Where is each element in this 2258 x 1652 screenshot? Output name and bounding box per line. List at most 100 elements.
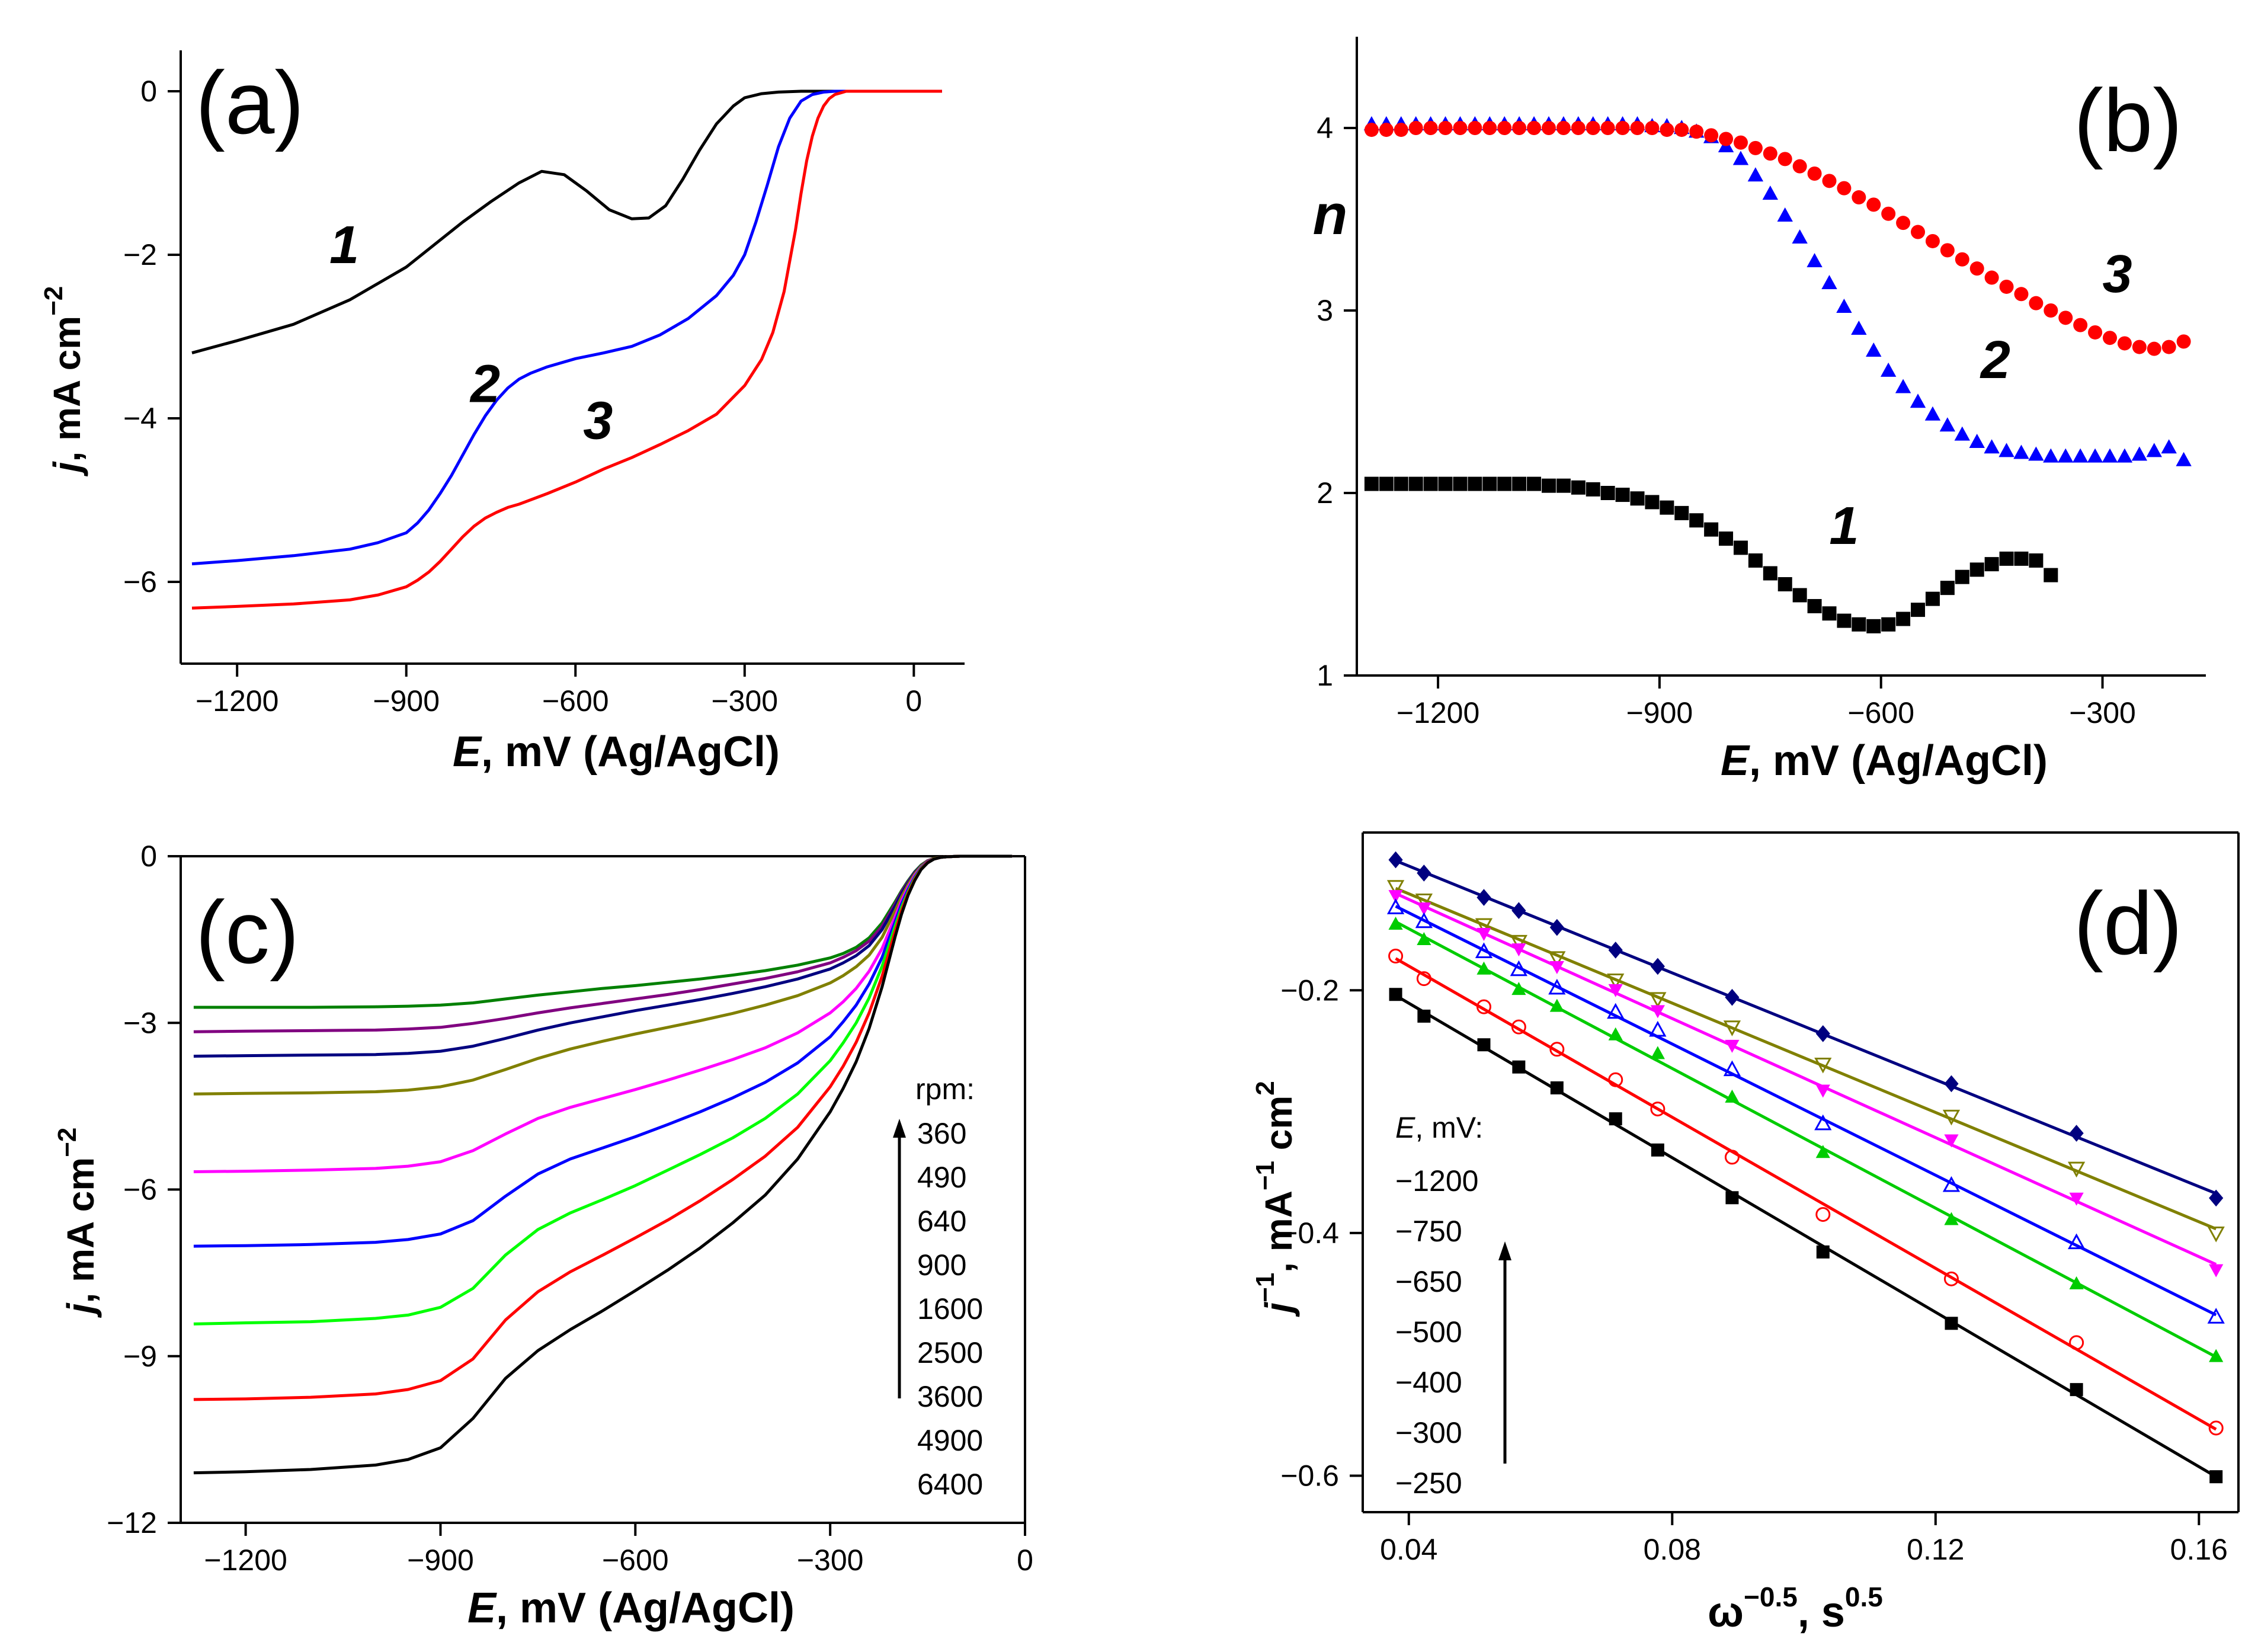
data-point-1 — [1689, 513, 1704, 528]
data-point-3 — [1630, 121, 1645, 135]
data-point-3 — [1482, 121, 1497, 135]
data-point-−300 — [1650, 1102, 1666, 1117]
data-point-3 — [1955, 252, 1969, 267]
panel-c-legend-arrowhead — [893, 1119, 906, 1138]
data-point-2 — [1851, 321, 1867, 335]
series-line-1600 — [193, 854, 1013, 1173]
data-point-−1200 — [1476, 889, 1491, 906]
data-point-−250 — [1945, 1317, 1958, 1330]
panel-d-legend-entry: −250 — [1395, 1467, 1462, 1500]
x-tick-label: −600 — [1847, 696, 1914, 729]
data-point-3 — [1896, 216, 1911, 230]
data-point-1 — [1866, 619, 1881, 633]
data-point-−300 — [1416, 971, 1431, 987]
data-point-2 — [1836, 299, 1852, 313]
y-tick-label: 2 — [1317, 476, 1333, 510]
data-point-−300 — [2208, 1420, 2224, 1436]
data-point-3 — [1468, 121, 1482, 135]
panel-c-legend-entry: 490 — [917, 1161, 966, 1194]
x-tick-label: −300 — [797, 1544, 864, 1577]
data-point-2 — [1762, 185, 1779, 200]
fit-line-−650 — [1395, 892, 2217, 1266]
panel-c-plot-area — [193, 854, 1013, 1475]
data-point-3 — [1792, 159, 1807, 174]
data-point-−250 — [2070, 1383, 2083, 1397]
series-label-2: 2 — [1980, 331, 2010, 390]
x-tick-label: 0 — [905, 684, 922, 718]
data-point-3 — [2044, 303, 2058, 318]
data-point-2 — [1792, 229, 1808, 244]
data-point-1 — [1615, 488, 1630, 502]
data-point-3 — [1866, 197, 1881, 212]
series-label-2: 2 — [469, 354, 500, 414]
data-point-1 — [1660, 500, 1674, 515]
series-label-3: 3 — [2102, 245, 2132, 304]
data-point-2 — [2131, 446, 2148, 461]
data-point-1 — [1394, 476, 1408, 491]
data-point-−400 — [1388, 916, 1403, 930]
panel-d-y-axis-title: j−1, mA−1 cm2 — [1251, 1081, 1300, 1317]
data-point-1 — [1645, 495, 1660, 510]
data-point-1 — [1763, 566, 1777, 581]
data-point-3 — [1689, 124, 1704, 139]
data-point-2 — [1880, 362, 1897, 377]
data-point-2 — [1747, 167, 1764, 182]
data-point-1 — [1925, 591, 1940, 606]
panel-c-legend-entry: 360 — [917, 1117, 966, 1150]
data-point-2 — [2176, 452, 2192, 466]
data-point-2 — [2058, 448, 2074, 463]
data-point-−400 — [1650, 1046, 1665, 1059]
x-tick-label: −900 — [407, 1544, 474, 1577]
data-point-−300 — [1815, 1207, 1831, 1222]
y-tick-label: 0 — [140, 840, 157, 873]
data-point-1 — [1630, 491, 1645, 506]
x-tick-label: −1200 — [1397, 696, 1479, 729]
data-point-3 — [2132, 340, 2147, 354]
data-point-3 — [1881, 206, 1896, 221]
y-tick-label: −2 — [123, 238, 157, 271]
panel-a-label: (a) — [196, 53, 304, 152]
data-point-−400 — [1815, 1145, 1830, 1158]
y-tick-label: 4 — [1317, 111, 1333, 145]
data-point-−250 — [1477, 1038, 1491, 1052]
series-line-6400 — [193, 854, 1013, 1475]
panel-c-x-axis-title: E, mV (Ag/AgCl) — [467, 1584, 795, 1632]
data-point-3 — [1984, 270, 1999, 285]
data-point-−750 — [1814, 1057, 1832, 1074]
y-tick-label: −6 — [123, 565, 157, 598]
data-point-−650 — [1549, 961, 1564, 974]
data-point-2 — [2087, 448, 2103, 463]
data-point-3 — [1940, 243, 1955, 258]
data-point-3 — [1394, 123, 1408, 137]
data-point-3 — [1748, 140, 1763, 155]
panel-d-legend-entry: −300 — [1395, 1416, 1462, 1449]
x-tick-label: −600 — [602, 1544, 669, 1577]
data-point-2 — [2043, 448, 2059, 463]
data-point-−500 — [2067, 1233, 2086, 1250]
x-tick-label: −300 — [711, 684, 778, 718]
x-tick-label: 0.08 — [1644, 1533, 1701, 1566]
series-line-3 — [191, 89, 942, 610]
panel-b: −1200 −900 −600 −300 1 2 3 4 1 2 3 (b) E, mV (Ag/… — [1313, 37, 2206, 785]
data-point-3 — [2176, 334, 2191, 349]
x-tick-label: 0.16 — [2170, 1533, 2228, 1566]
data-point-−250 — [1609, 1112, 1622, 1126]
panel-d-legend-entry: −400 — [1395, 1366, 1462, 1399]
data-point-1 — [1379, 476, 1394, 491]
panel-c-legend-entry: 6400 — [917, 1468, 983, 1501]
data-point-−1200 — [1608, 942, 1623, 959]
data-point-−300 — [1943, 1271, 1959, 1286]
data-point-2 — [1924, 406, 1941, 421]
data-point-3 — [1719, 132, 1734, 146]
data-point-−650 — [1815, 1084, 1830, 1098]
data-point-−1200 — [1815, 1025, 1830, 1042]
data-point-3 — [1615, 121, 1630, 135]
data-point-3 — [1660, 123, 1674, 137]
data-point-3 — [1911, 225, 1926, 239]
data-point-−400 — [2209, 1349, 2224, 1362]
data-point-−1200 — [1944, 1075, 1959, 1093]
data-point-1 — [1556, 478, 1571, 493]
data-point-−750 — [1649, 992, 1667, 1008]
panel-d-legend-entry: −650 — [1395, 1265, 1462, 1298]
data-point-1 — [1586, 482, 1600, 497]
